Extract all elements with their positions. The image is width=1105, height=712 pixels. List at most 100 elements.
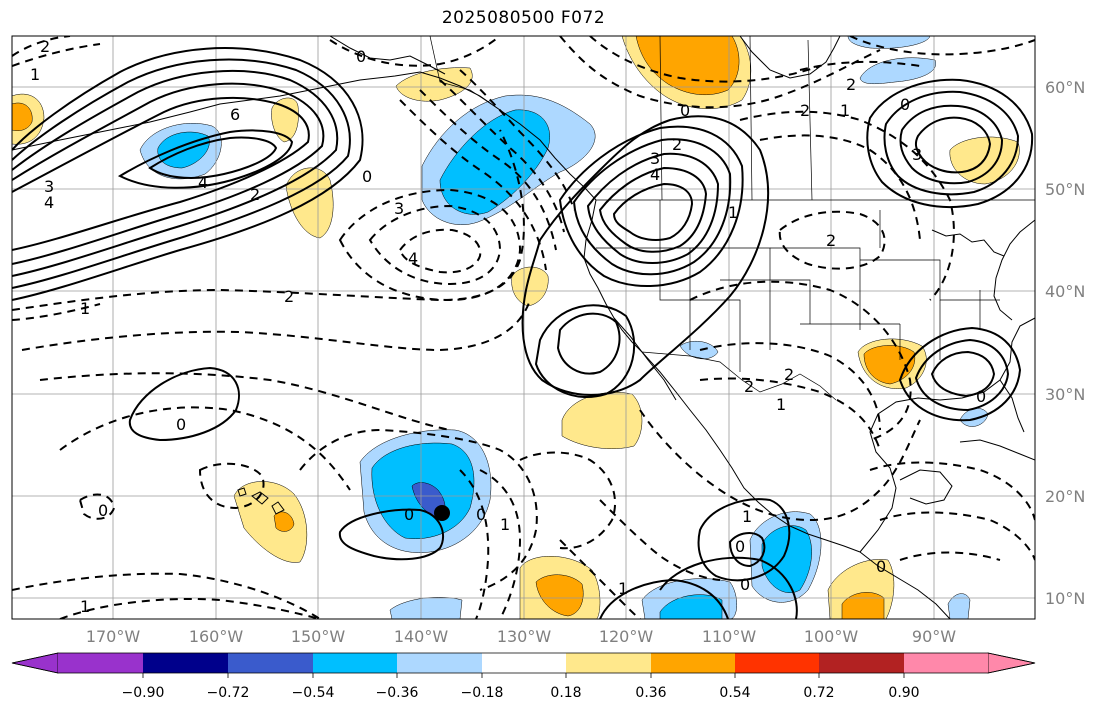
- lat-label: 10°N: [1045, 589, 1085, 608]
- lon-label: 150°W: [291, 627, 346, 646]
- contour-pos-ne-2: [883, 90, 1020, 196]
- contour-neg-sw-4: [198, 462, 265, 510]
- coast-west-us: [583, 199, 643, 353]
- contour-label: 0: [476, 505, 486, 524]
- contour-label: 2: [250, 185, 260, 204]
- contour-label: 3: [394, 199, 404, 218]
- contour-label: 6: [230, 105, 240, 124]
- contour-label: 1: [728, 203, 738, 222]
- border-canada-provinces: [659, 36, 813, 201]
- positive-contours: [12, 47, 1034, 619]
- contour-neg-gulf-1: [338, 188, 522, 302]
- shade-pos-south-1-core: [535, 574, 584, 617]
- contour-pos-mexico-3: [728, 532, 766, 568]
- coastlines: [12, 36, 1035, 619]
- shade-neg-mexico-core: [761, 525, 812, 593]
- colorbar-tick-label: 0.90: [888, 685, 919, 701]
- colorbar-tick-label: −0.36: [376, 685, 419, 701]
- lat-label: 20°N: [1045, 487, 1085, 506]
- contour-neg-subtrop-1: [299, 428, 538, 591]
- storm-location-marker: [434, 505, 450, 521]
- colorbar-tick-label: 0.36: [635, 685, 666, 701]
- contour-label: 1: [840, 101, 850, 120]
- contour-label: 0: [740, 575, 750, 594]
- contour-label: 2: [800, 101, 810, 120]
- shade-pos-south-2-core: [841, 592, 885, 619]
- colorbar: −0.90 −0.72 −0.54 −0.36 −0.18 0.18 0.36 …: [11, 652, 1036, 701]
- contour-label: 1: [776, 395, 786, 414]
- contour-neg-mexico-3: [879, 511, 1035, 561]
- contour-neg-alaska-1: [399, 99, 547, 271]
- colorbar-ticks: [142, 673, 905, 678]
- contour-label: 0: [404, 505, 414, 524]
- colorbar-tick-label: 0.54: [719, 685, 750, 701]
- contour-pos-aleutian-3: [12, 69, 339, 277]
- contour-neg-mexico-1: [639, 409, 921, 522]
- contour-neg-ocean-3: [559, 539, 641, 619]
- shade-neg-south-core: [659, 594, 723, 619]
- map-plot-area: 2 1 6 3 4 4 2 0 0 3 4 2 1 0 0 0 1 0 1 1 …: [12, 36, 1035, 619]
- latitude-labels: 60°N 50°N 40°N 30°N 20°N 10°N: [1045, 78, 1085, 608]
- contour-pos-aleutian-4: [12, 82, 325, 265]
- lon-label: 160°W: [189, 627, 244, 646]
- colorbar-tick-label: −0.72: [207, 685, 250, 701]
- colorbar-segment: [313, 653, 397, 673]
- contour-pos-sw-outer: [521, 115, 769, 396]
- contour-label: 1: [30, 65, 40, 84]
- colorbar-extend-low: [11, 652, 59, 674]
- contour-neg-sw-1: [12, 572, 321, 619]
- colorbar-tick-label: 0.72: [803, 685, 834, 701]
- contour-label: 3: [44, 177, 54, 196]
- colorbar-segment: [228, 653, 313, 673]
- contour-label: 3: [650, 149, 660, 168]
- contour-pos-sw-5: [612, 182, 694, 241]
- contour-pos-mexico-1: [697, 498, 791, 582]
- colorbar-outline: [11, 652, 1036, 674]
- contour-label: 4: [650, 165, 660, 184]
- negative-contours: [12, 36, 1035, 619]
- contour-label: 1: [618, 579, 628, 598]
- colorbar-tick-label: −0.90: [122, 685, 165, 701]
- lon-label: 140°W: [394, 627, 449, 646]
- colorbar-segment: [482, 653, 566, 673]
- border-states-3: [879, 210, 981, 360]
- coast-gulf-california: [613, 317, 677, 401]
- shade-pos-baja: [511, 266, 549, 307]
- contour-pos-ne-1: [866, 78, 1034, 209]
- contour-label: 2: [846, 75, 856, 94]
- contour-pos-pacific-0: [128, 366, 240, 442]
- coast-mexico-south: [771, 513, 861, 553]
- colorbar-tick-label: −0.54: [292, 685, 335, 701]
- lon-label: 90°W: [912, 627, 956, 646]
- border-us-mexico: [641, 351, 837, 401]
- colorbar-tick-label: −0.18: [461, 685, 504, 701]
- contour-label: 0: [362, 167, 372, 186]
- lat-label: 50°N: [1045, 180, 1085, 199]
- coast-hawaii-2: [271, 501, 285, 515]
- contour-neg-plains-1: [778, 210, 886, 270]
- contour-neg-north-1: [329, 36, 501, 67]
- plot-frame: [11, 35, 1036, 620]
- contour-label: 4: [198, 173, 208, 192]
- contour-pos-baja-low-2: [534, 304, 636, 399]
- contour-neg-canada-3: [739, 110, 955, 301]
- coast-gulf-mexico: [859, 317, 1035, 553]
- contour-neg-ne-1: [849, 36, 1035, 56]
- contour-pos-sw-3: [586, 152, 720, 264]
- contour-neg-sw-2: [59, 597, 321, 619]
- border-alaska-canada: [429, 36, 501, 111]
- contour-pos-aleutian-2: [12, 58, 351, 289]
- contour-neg-west-top: [12, 36, 71, 57]
- contour-label: 2: [672, 135, 682, 154]
- contour-pos-aleutian-7: [148, 136, 278, 179]
- lon-label: 130°W: [497, 627, 552, 646]
- political-borders: [429, 36, 1035, 401]
- contour-neg-west-1: [12, 129, 525, 311]
- lat-label: 40°N: [1045, 282, 1085, 301]
- coast-hudson-bay: [739, 36, 841, 79]
- contour-label: 2: [826, 231, 836, 250]
- contour-label: 2: [784, 365, 794, 384]
- lon-label: 170°W: [86, 627, 141, 646]
- colorbar-segment: [566, 653, 651, 673]
- contour-label: 2: [744, 377, 754, 396]
